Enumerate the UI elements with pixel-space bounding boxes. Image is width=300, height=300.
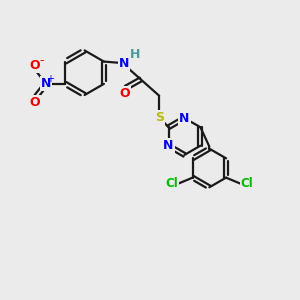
Text: N: N	[118, 57, 129, 70]
Text: S: S	[155, 111, 164, 124]
Text: O: O	[30, 58, 40, 72]
Text: Cl: Cl	[165, 177, 178, 190]
Text: O: O	[30, 96, 40, 109]
Text: O: O	[119, 87, 130, 100]
Text: N: N	[179, 112, 190, 124]
Text: +: +	[46, 74, 54, 83]
Text: N: N	[163, 139, 174, 152]
Text: -: -	[39, 54, 44, 67]
Text: N: N	[41, 77, 51, 90]
Text: Cl: Cl	[241, 177, 253, 190]
Text: H: H	[130, 48, 140, 61]
